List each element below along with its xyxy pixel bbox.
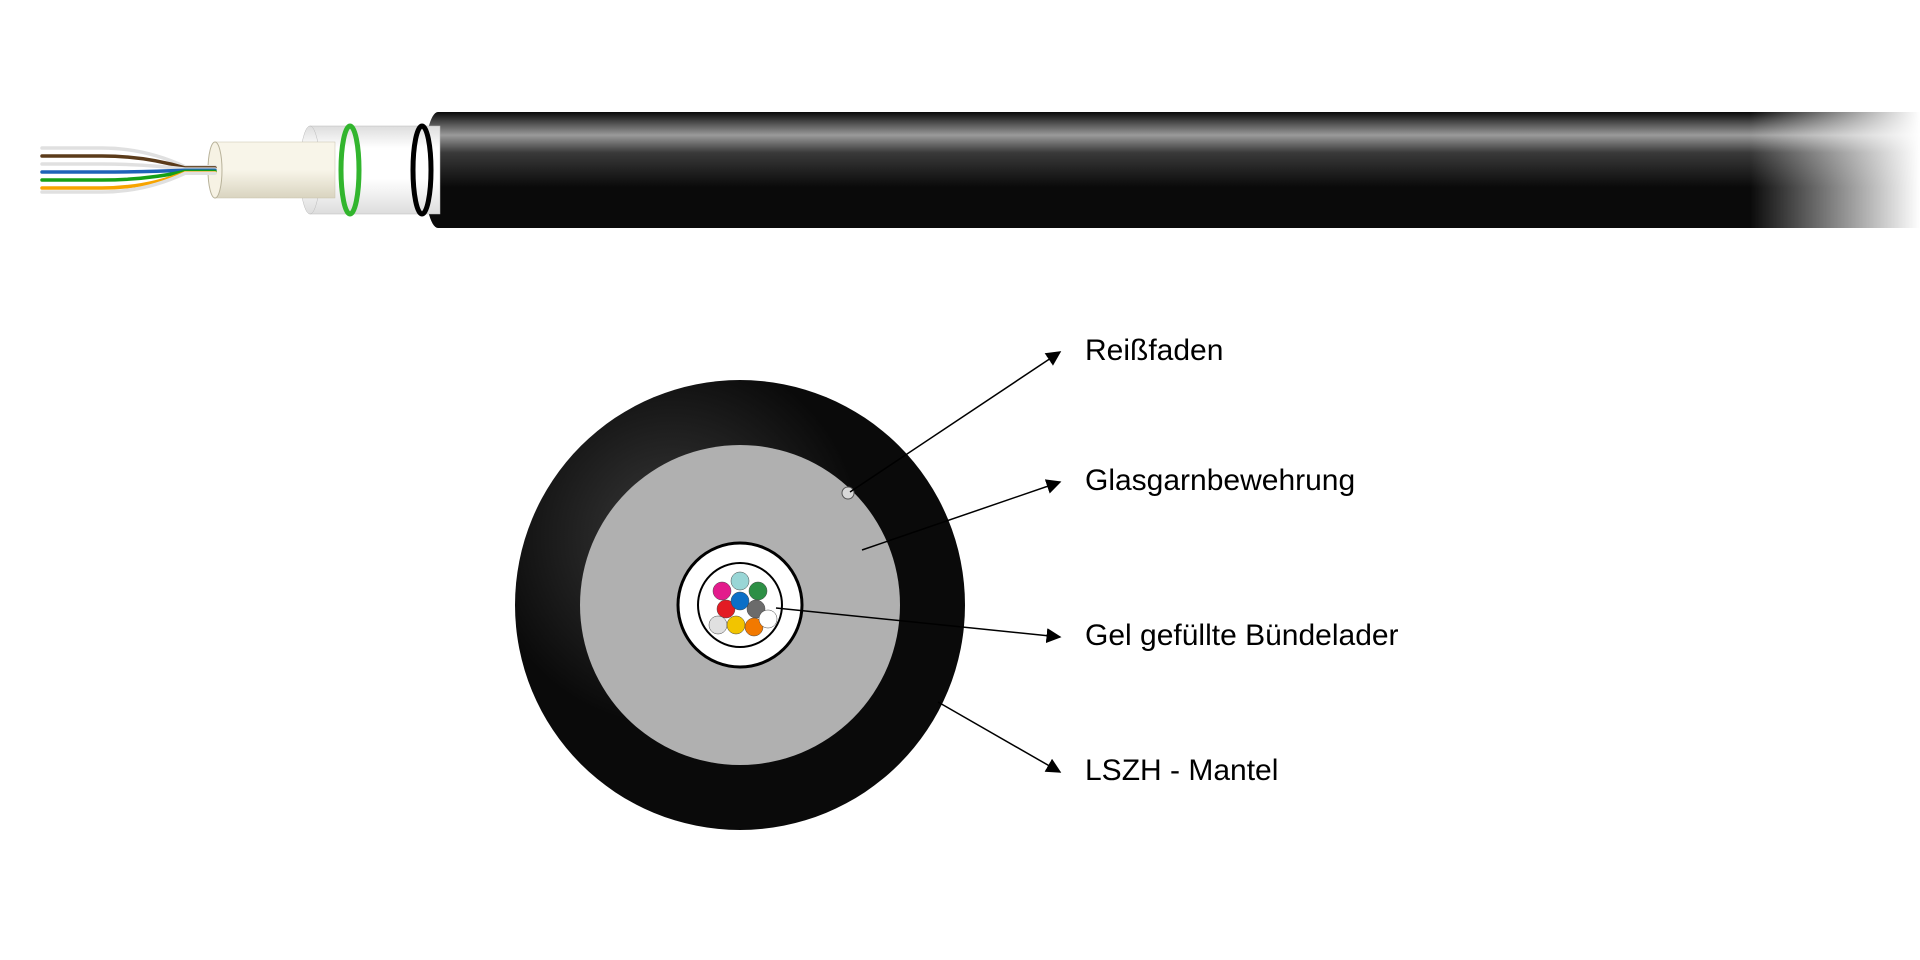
cable-side-view (42, 110, 1920, 230)
cs-rip-cord (842, 487, 854, 499)
jacket-body (438, 112, 1920, 228)
leader-reissfaden (850, 352, 1060, 492)
cs-fiber-dot (727, 616, 745, 634)
cs-fiber-dot (713, 582, 731, 600)
label-reissfaden: Reißfaden (1085, 334, 1223, 367)
cable-cross-section (515, 380, 965, 830)
cs-fiber-dot (709, 616, 727, 634)
label-glasgarn: Glasgarnbewehrung (1085, 464, 1355, 497)
leader-mantel (938, 702, 1060, 772)
cs-fiber-dot (731, 592, 749, 610)
jacket-fade (1750, 110, 1920, 230)
cs-fiber-dot (731, 572, 749, 590)
label-mantel: LSZH - Mantel (1085, 754, 1278, 787)
cs-fiber-dot (749, 582, 767, 600)
cs-fiber-dot (759, 610, 777, 628)
label-buendelader: Gel gefüllte Bündelader (1085, 619, 1399, 652)
buffer-tube (215, 142, 335, 198)
